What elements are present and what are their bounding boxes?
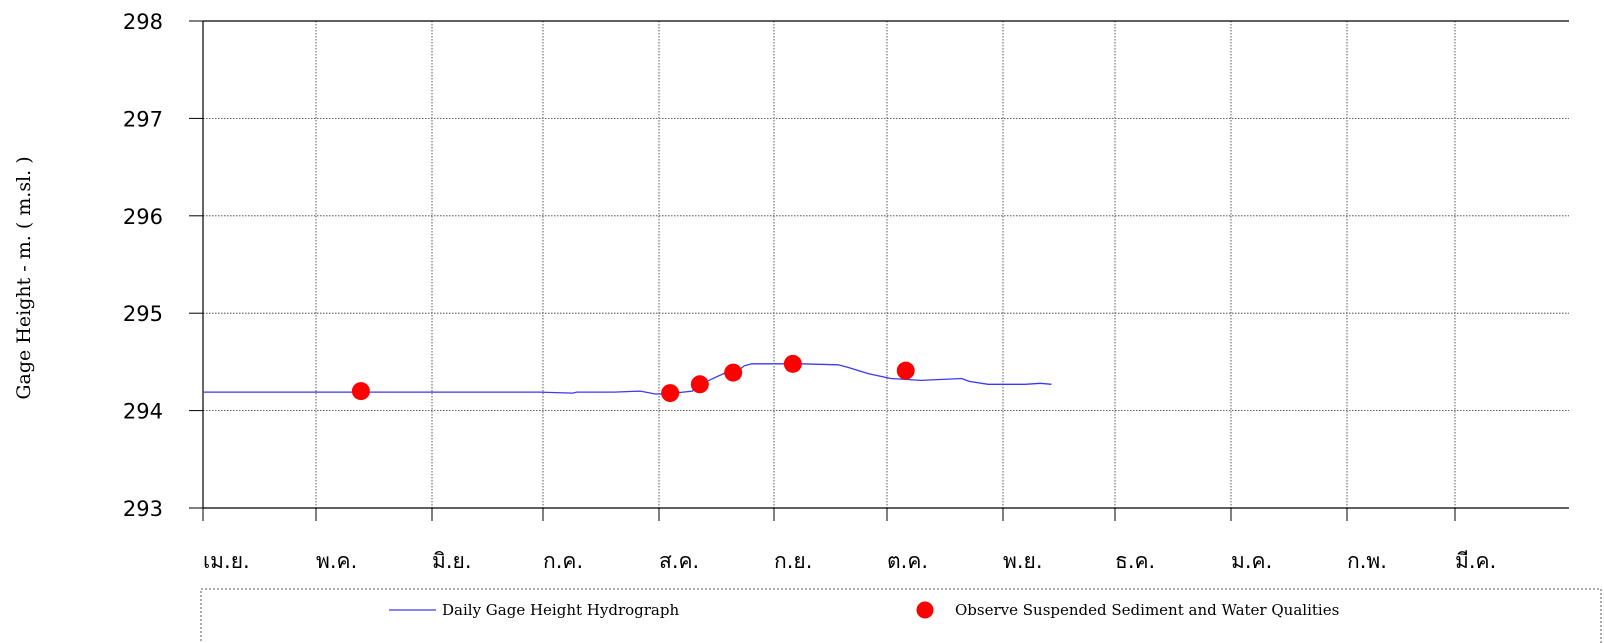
observation-point — [896, 361, 915, 380]
observation-point — [690, 375, 709, 394]
plot-frame — [202, 20, 1569, 509]
observation-point — [783, 354, 802, 373]
x-axis-ticks: เม.ย. พ.ค. มิ.ย. ก.ค. ส.ค. ก.ย. ต.ค. พ.ย. ธ.ค. ม.… — [202, 508, 1496, 573]
y-tick-label: 293 — [123, 497, 163, 521]
x-tick-label: เม.ย. — [203, 549, 250, 573]
grid-lines — [203, 21, 1569, 508]
x-tick-label: มิ.ย. — [432, 549, 472, 573]
y-axis-label: Gage Height - m. ( m.sl. ) — [13, 156, 35, 399]
y-tick-label: 296 — [123, 205, 163, 229]
legend-box — [200, 588, 1602, 643]
x-tick-label: ธ.ค. — [1115, 549, 1155, 573]
x-tick-label: ส.ค. — [659, 549, 699, 573]
x-tick-label: ก.ย. — [774, 549, 812, 573]
observation-point — [661, 384, 680, 403]
daily-gage-height-series — [203, 363, 1052, 395]
legend-marker-swatch — [916, 601, 934, 619]
legend: Daily Gage Height Hydrograph Observe Sus… — [200, 588, 1602, 643]
y-tick-label: 295 — [123, 302, 163, 326]
y-tick-label: 294 — [123, 400, 163, 424]
y-tick-label: 298 — [123, 10, 163, 34]
legend-line-label: Daily Gage Height Hydrograph — [442, 601, 679, 619]
observation-points-series — [351, 354, 915, 403]
x-tick-label: พ.ค. — [316, 549, 357, 573]
x-tick-label: ม.ค. — [1231, 549, 1272, 573]
observation-point — [724, 363, 743, 382]
legend-marker-label: Observe Suspended Sediment and Water Qua… — [955, 601, 1339, 619]
x-tick-label: ก.พ. — [1347, 549, 1387, 573]
observation-point — [351, 382, 370, 401]
hydrograph-line — [203, 363, 1052, 395]
y-axis-ticks: 293 294 295 296 297 298 — [123, 10, 203, 521]
x-tick-label: ก.ค. — [543, 549, 583, 573]
x-tick-label: พ.ย. — [1003, 549, 1043, 573]
y-tick-label: 297 — [123, 107, 163, 131]
x-tick-label: มี.ค. — [1455, 549, 1496, 573]
x-tick-label: ต.ค. — [887, 549, 928, 573]
